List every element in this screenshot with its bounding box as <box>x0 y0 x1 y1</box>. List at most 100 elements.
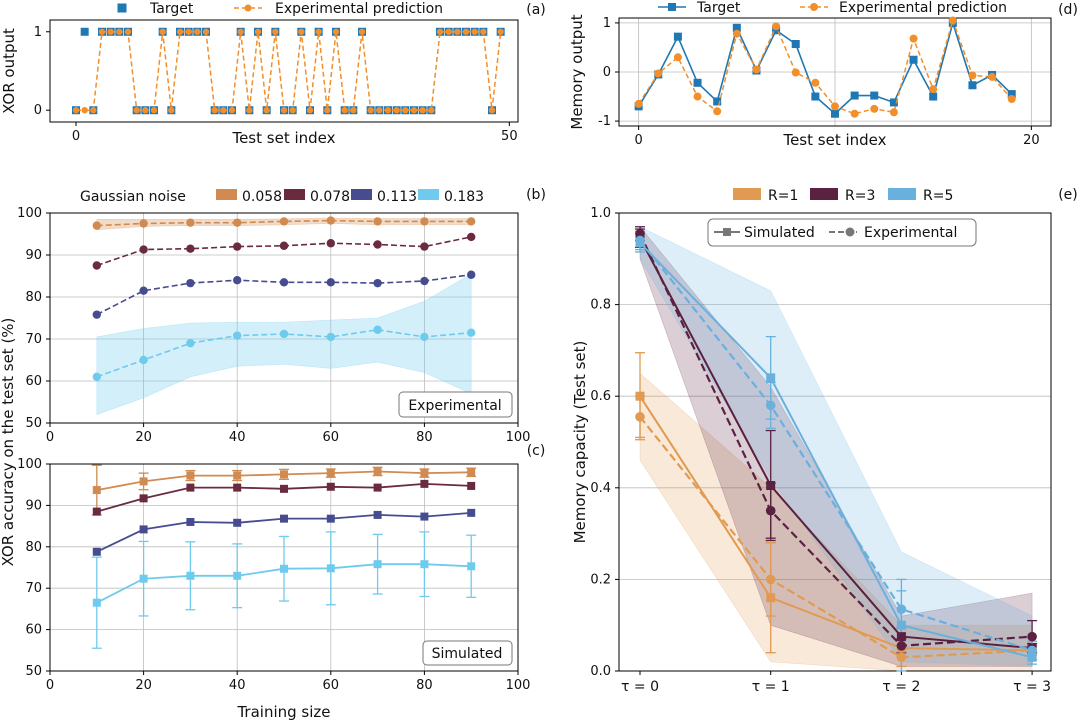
data-point <box>467 468 476 477</box>
prediction-marker <box>811 78 820 87</box>
prediction-marker <box>324 107 331 114</box>
y-axis-label: Memory capacity (Test set) <box>571 341 589 544</box>
axes-frame <box>49 19 519 123</box>
prediction-marker <box>488 107 496 114</box>
data-point <box>92 486 101 495</box>
ytick-label: 50 <box>25 664 42 679</box>
target-marker <box>1007 90 1016 99</box>
series-line-simulated-R=3 <box>639 237 1033 650</box>
panel-label: (e) <box>1058 187 1078 203</box>
legend-swatch <box>888 188 916 200</box>
legend-swatch <box>284 189 305 200</box>
ytick-label: 80 <box>25 290 42 305</box>
ytick-label: 0.4 <box>590 481 611 496</box>
data-point <box>139 494 148 503</box>
legend-label: Target <box>149 1 194 17</box>
y-axis-label: XOR accuracy on the test set (%) <box>0 318 17 567</box>
prediction-marker <box>772 22 781 31</box>
target-marker <box>791 40 800 49</box>
target-marker <box>968 81 977 90</box>
prediction-marker <box>889 108 898 117</box>
data-point <box>92 598 101 607</box>
data-point <box>279 278 289 287</box>
target-marker <box>80 27 89 36</box>
panel-a: 0 1 0 50 Test set index XOR output (a) Target Ex… <box>0 1 546 147</box>
data-point <box>326 469 335 478</box>
data-point <box>233 331 242 340</box>
data-point-simulated <box>635 391 645 401</box>
data-point-experimental <box>896 604 907 614</box>
legend-label: Experimental prediction <box>275 1 443 17</box>
xtick-label: 80 <box>416 430 433 445</box>
prediction-marker <box>988 72 997 81</box>
data-point-experimental <box>765 400 776 411</box>
prediction-marker <box>289 107 296 114</box>
data-point-simulated <box>766 481 776 491</box>
annotation-label: Experimental <box>408 398 501 414</box>
panel-label: (a) <box>526 2 546 18</box>
xtick-label: 0 <box>72 129 80 144</box>
target-marker <box>673 32 682 41</box>
data-point <box>420 242 429 251</box>
prediction-marker <box>752 65 761 74</box>
prediction-marker <box>673 53 682 62</box>
prediction-marker <box>306 107 314 114</box>
data-point <box>326 239 335 248</box>
data-point <box>420 469 429 478</box>
legend-label: R=5 <box>923 188 953 204</box>
prediction-marker <box>150 107 158 114</box>
series-line-prediction <box>637 18 1013 115</box>
data-point <box>233 471 242 480</box>
data-point <box>373 510 382 519</box>
data-point <box>373 325 382 334</box>
target-marker <box>929 92 938 101</box>
xtick-label: 20 <box>1023 133 1040 148</box>
x-axis-label: Test set index <box>782 131 886 149</box>
ytick-label: 0.2 <box>590 572 611 587</box>
data-point-experimental <box>765 505 776 516</box>
target-marker <box>713 97 722 106</box>
data-point <box>139 219 148 228</box>
prediction-marker <box>732 29 741 38</box>
ytick-label: 1.0 <box>590 206 611 221</box>
xtick-label: 50 <box>501 129 518 144</box>
ytick-label: 0 <box>34 103 42 118</box>
prediction-marker <box>237 28 244 35</box>
ytick-label: -1 <box>598 114 611 129</box>
data-point-experimental <box>635 235 645 246</box>
legend-label: Simulated <box>744 225 815 241</box>
data-point-experimental <box>635 228 645 239</box>
prediction-marker <box>246 107 253 114</box>
data-point <box>279 329 289 339</box>
prediction-marker <box>168 107 175 114</box>
ytick-label: 1 <box>603 16 611 31</box>
legend-label: R=1 <box>768 188 798 204</box>
data-point-simulated <box>766 593 776 603</box>
legend-label: R=3 <box>845 188 875 204</box>
data-point <box>467 328 476 337</box>
style-legend: Simulated Experimental <box>707 218 977 247</box>
series-line-0.078 <box>96 236 472 267</box>
target-marker <box>811 92 820 101</box>
data-point <box>279 241 289 250</box>
data-point <box>467 232 476 242</box>
ytick-label: 100 <box>17 206 42 221</box>
data-point <box>92 372 102 381</box>
prediction-marker <box>419 107 426 114</box>
target-marker <box>732 23 741 32</box>
prediction-marker <box>142 107 149 114</box>
xtick-label: 0 <box>46 678 54 693</box>
prediction-marker <box>185 28 192 35</box>
prediction-marker <box>850 109 859 118</box>
panel-label: (c) <box>527 443 546 459</box>
panel-c: 50 60 70 80 90 100 0 20 40 60 80 100 Simulated (c) Tra… <box>17 443 545 720</box>
prediction-marker <box>116 28 123 35</box>
ytick-label: 100 <box>17 457 42 472</box>
data-point <box>326 514 335 523</box>
data-point <box>139 477 148 486</box>
xtick-label: τ = 0 <box>621 679 659 695</box>
prediction-marker <box>341 107 348 114</box>
ytick-label: 60 <box>25 623 42 638</box>
xtick-label: 60 <box>323 430 340 445</box>
annotation-label: Simulated <box>432 646 503 662</box>
